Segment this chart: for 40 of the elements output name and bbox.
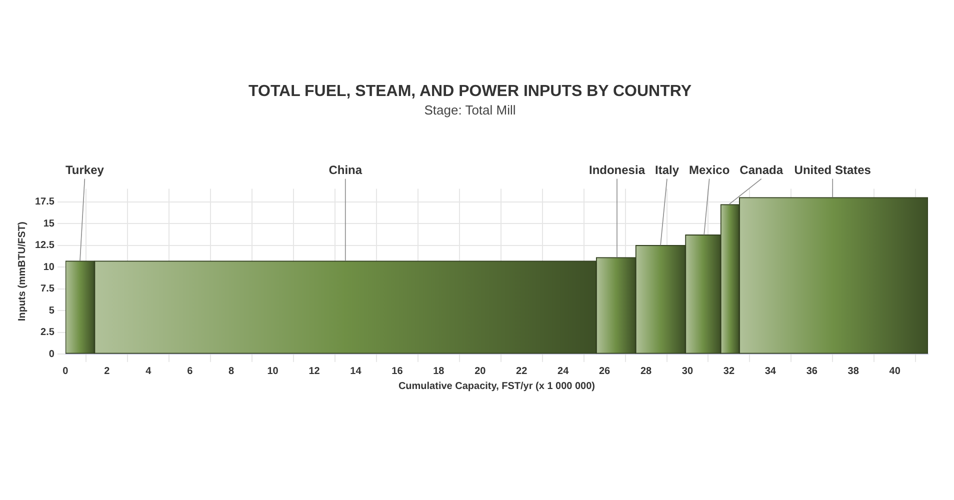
y-tick-label: 15	[43, 218, 55, 230]
annotation: United States	[794, 163, 872, 178]
y-tick-label: 17.5	[34, 196, 55, 208]
x-tick-label: 28	[640, 366, 652, 377]
x-tick-label: 34	[764, 366, 776, 377]
chart-subtitle: Stage: Total Mill	[424, 102, 516, 118]
x-tick-label: 6	[187, 366, 194, 377]
x-tick-label: 4	[146, 366, 152, 377]
x-axis-title: Cumulative Capacity, FST/yr (x 1 000 000)	[398, 380, 596, 392]
x-tick-label: 10	[267, 366, 279, 377]
x-tick-label: 8	[228, 366, 235, 377]
annotation: Turkey	[65, 163, 104, 178]
annotation: China	[328, 163, 362, 178]
chart-title: TOTAL FUEL, STEAM, AND POWER INPUTS BY COUNTRY	[248, 83, 692, 100]
y-tick-label: 12.5	[34, 240, 55, 252]
x-tick-label: 22	[516, 366, 528, 377]
annotation: Italy	[654, 163, 680, 178]
x-tick-label: 16	[392, 366, 404, 377]
x-tick-label: 2	[104, 366, 110, 377]
x-tick-label: 18	[433, 366, 445, 377]
y-tick-label: 10	[43, 262, 55, 273]
y-tick-label: 5	[48, 305, 55, 316]
annotation: Mexico	[689, 163, 730, 178]
x-tick-label: 14	[350, 366, 362, 377]
x-tick-label: 0	[62, 366, 69, 377]
x-tick-label: 26	[598, 366, 611, 377]
y-tick-label: 0	[48, 348, 55, 360]
annotation: Indonesia	[588, 163, 646, 178]
y-tick-label: 2.5	[40, 327, 55, 338]
x-tick-label: 38	[848, 366, 860, 377]
x-tick-label: 20	[474, 366, 486, 377]
annotation: Canada	[740, 163, 784, 178]
x-tick-label: 32	[723, 366, 735, 377]
y-axis-title: Inputs (mmBTU/FST)	[16, 222, 28, 322]
x-tick-label: 40	[889, 366, 901, 377]
x-tick-label: 24	[558, 366, 570, 377]
x-tick-label: 12	[308, 366, 320, 377]
x-tick-label: 36	[806, 366, 818, 377]
y-tick-label: 7.5	[40, 284, 55, 295]
x-tick-label: 30	[682, 366, 694, 377]
